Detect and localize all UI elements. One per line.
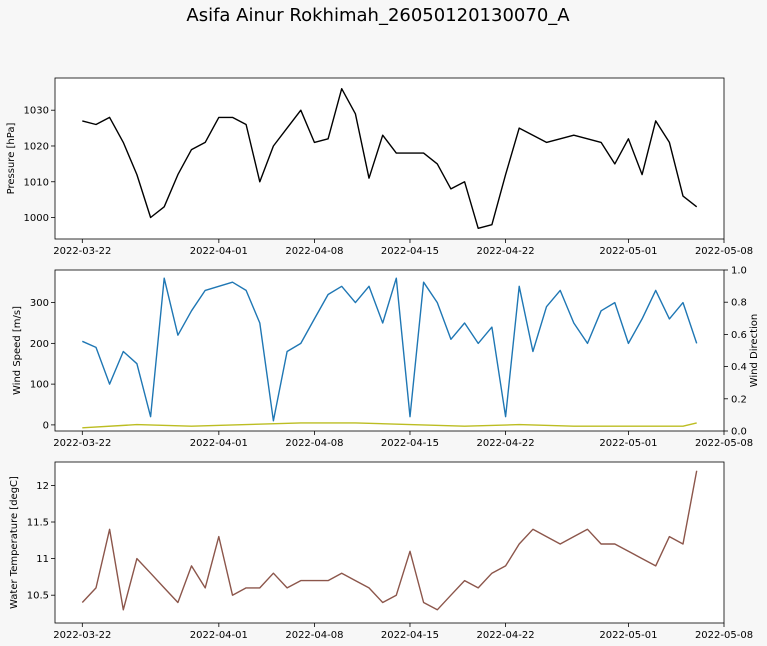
y-tick-label: 300 <box>30 298 49 309</box>
plot-area <box>55 270 724 431</box>
x-tick-label: 2022-04-01 <box>190 438 248 449</box>
series-line-1 <box>82 87 698 230</box>
x-tick-label: 2022-04-01 <box>190 630 248 641</box>
x-tick-label: 2022-05-08 <box>695 630 753 641</box>
y-tick-label: 11 <box>36 554 49 565</box>
y2-tick-label: 1.0 <box>731 266 747 277</box>
x-tick-label: 2022-03-22 <box>53 246 111 257</box>
y2-tick-label: 0.8 <box>731 298 747 309</box>
series-line-1 <box>81 470 698 611</box>
axes-frame <box>54 77 725 240</box>
plot-area <box>55 78 724 239</box>
x-tick-label: 2022-04-08 <box>285 438 343 449</box>
x-tick-label: 2022-05-01 <box>599 438 657 449</box>
x-tick-label: 2022-04-15 <box>381 438 439 449</box>
y-tick-label: 100 <box>30 380 49 391</box>
x-tick-label: 2022-04-01 <box>190 246 248 257</box>
y2-tick-label: 0.0 <box>731 427 747 438</box>
y-tick-label: 200 <box>30 339 49 350</box>
y-tick-label: 1010 <box>24 177 49 188</box>
plot-area <box>55 462 724 623</box>
x-tick-label: 2022-05-08 <box>695 246 753 257</box>
y-tick-label: 1020 <box>24 141 49 152</box>
y-tick-label: 1000 <box>24 213 49 224</box>
series-line-2 <box>82 422 697 429</box>
x-tick-label: 2022-05-08 <box>695 438 753 449</box>
panel-1: 2022-03-22 2022-04-01 2022-04-08 2022-04-15… <box>6 77 753 257</box>
y-tick-label: 0 <box>43 420 49 431</box>
x-tick-label: 2022-03-22 <box>53 438 111 449</box>
x-tick-label: 2022-05-01 <box>599 630 657 641</box>
x-tick-label: 2022-04-15 <box>381 630 439 641</box>
x-tick-label: 2022-05-01 <box>599 246 657 257</box>
x-tick-label: 2022-04-22 <box>476 438 534 449</box>
y2-axis-label: Wind Direction <box>749 314 760 388</box>
axes-frame <box>54 461 725 624</box>
x-tick-label: 2022-03-22 <box>53 630 111 641</box>
y-axis-label: Pressure [hPa] <box>6 123 17 195</box>
series-line-1 <box>82 277 698 422</box>
figure-title: Asifa Ainur Rokhimah_26050120130070_A <box>186 5 570 26</box>
y2-tick-label: 0.6 <box>731 330 747 341</box>
x-tick-label: 2022-04-15 <box>381 246 439 257</box>
panel-3: 2022-03-22 2022-04-01 2022-04-08 2022-04-15… <box>9 461 753 641</box>
y-tick-label: 11.5 <box>27 518 49 529</box>
x-tick-label: 2022-04-08 <box>285 246 343 257</box>
axes-frame <box>54 269 725 432</box>
y-axis-label: Wind Speed [m/s] <box>12 306 23 395</box>
y2-tick-label: 0.2 <box>731 394 747 405</box>
x-tick-label: 2022-04-22 <box>476 630 534 641</box>
x-tick-label: 2022-04-08 <box>285 630 343 641</box>
y2-tick-label: 0.4 <box>731 362 747 373</box>
y-tick-label: 10.5 <box>27 591 49 602</box>
y-tick-label: 1030 <box>24 106 49 117</box>
panel-2: 2022-03-22 2022-04-01 2022-04-08 2022-04-15… <box>12 266 760 450</box>
y-tick-label: 12 <box>36 481 49 492</box>
x-tick-label: 2022-04-22 <box>476 246 534 257</box>
y-axis-label: Water Temperature [degC] <box>9 476 20 609</box>
